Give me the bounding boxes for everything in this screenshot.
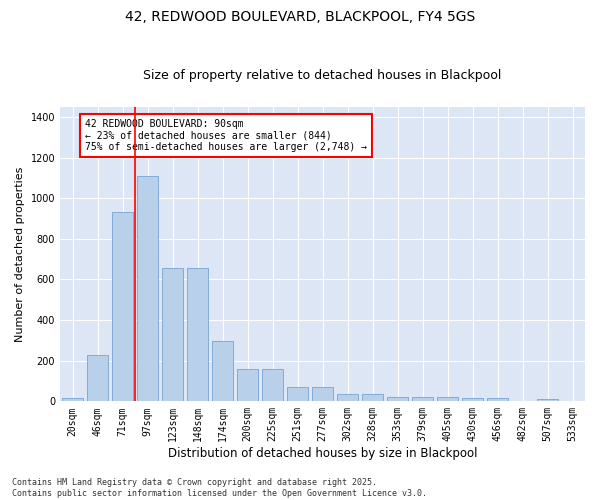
Bar: [287, 387, 308, 402]
Bar: [87, 354, 108, 402]
Bar: [62, 398, 83, 402]
Bar: [487, 398, 508, 402]
Bar: [462, 398, 483, 402]
Title: Size of property relative to detached houses in Blackpool: Size of property relative to detached ho…: [143, 69, 502, 82]
X-axis label: Distribution of detached houses by size in Blackpool: Distribution of detached houses by size …: [168, 447, 477, 460]
Bar: [537, 400, 558, 402]
Bar: [412, 397, 433, 402]
Bar: [262, 369, 283, 402]
Bar: [112, 212, 133, 402]
Y-axis label: Number of detached properties: Number of detached properties: [15, 166, 25, 342]
Bar: [187, 268, 208, 402]
Bar: [337, 394, 358, 402]
Text: Contains HM Land Registry data © Crown copyright and database right 2025.
Contai: Contains HM Land Registry data © Crown c…: [12, 478, 427, 498]
Bar: [162, 268, 183, 402]
Text: 42, REDWOOD BOULEVARD, BLACKPOOL, FY4 5GS: 42, REDWOOD BOULEVARD, BLACKPOOL, FY4 5G…: [125, 10, 475, 24]
Bar: [212, 342, 233, 402]
Bar: [387, 397, 408, 402]
Bar: [137, 176, 158, 402]
Bar: [312, 387, 333, 402]
Bar: [362, 394, 383, 402]
Text: 42 REDWOOD BOULEVARD: 90sqm
← 23% of detached houses are smaller (844)
75% of se: 42 REDWOOD BOULEVARD: 90sqm ← 23% of det…: [85, 119, 367, 152]
Bar: [237, 369, 258, 402]
Bar: [437, 397, 458, 402]
